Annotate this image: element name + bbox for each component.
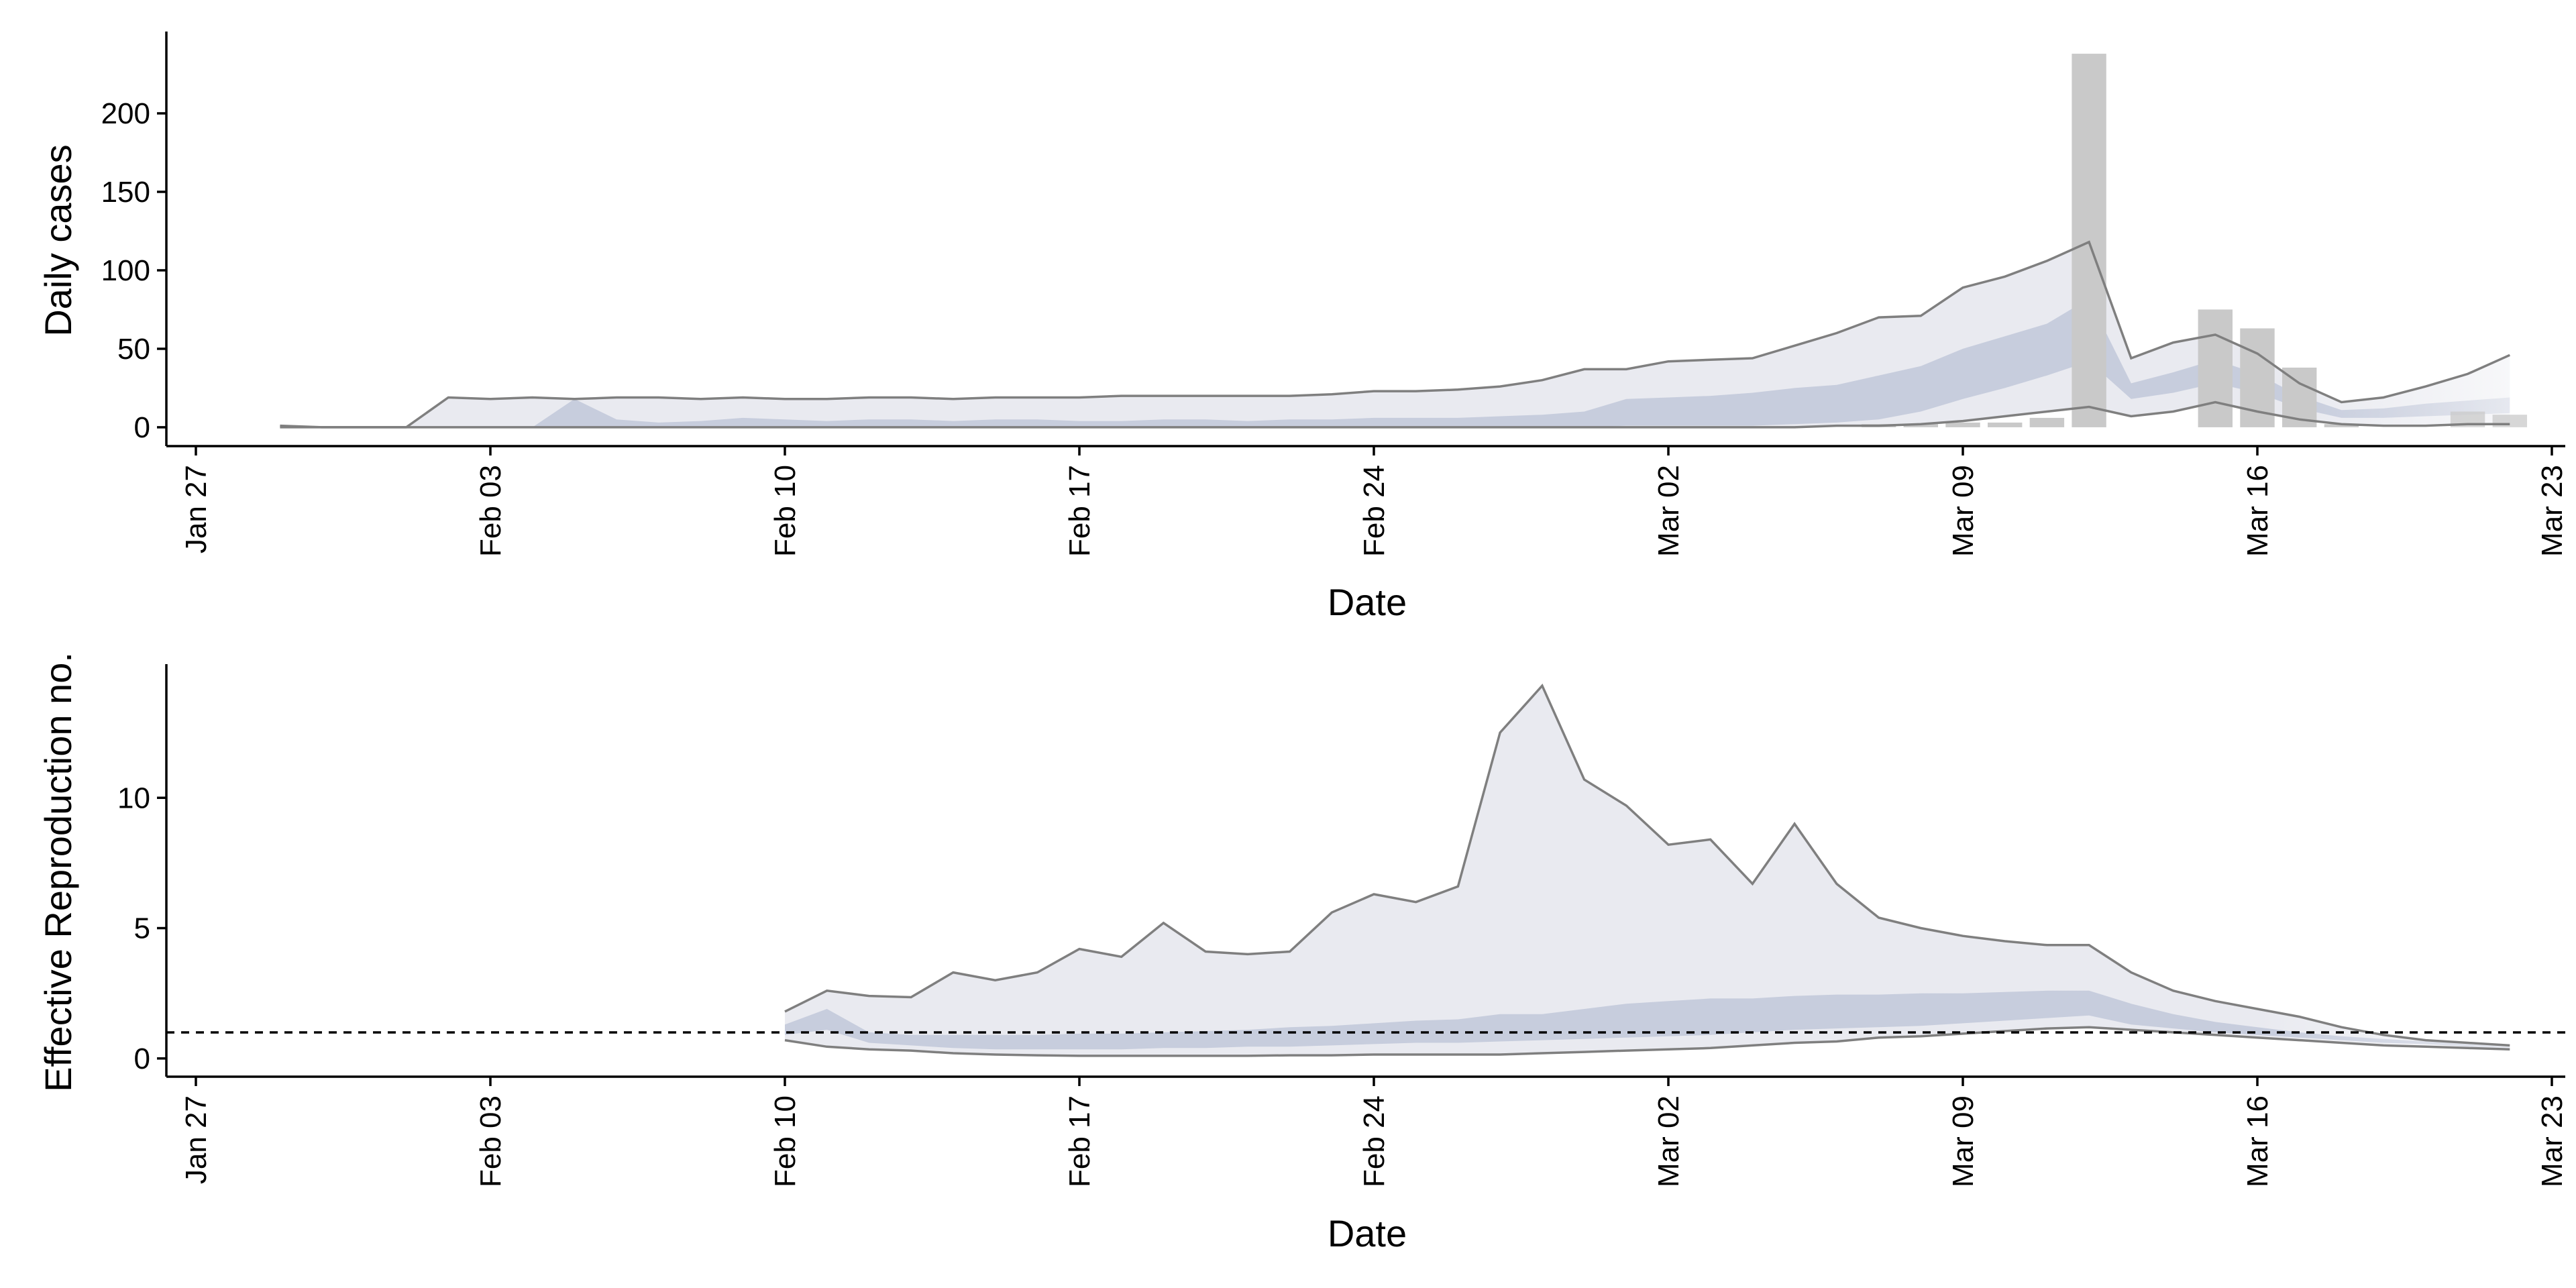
case-bar: [2072, 54, 2106, 427]
y-tick-label: 5: [134, 912, 150, 945]
x-tick-label: Feb 03: [474, 1095, 507, 1187]
y-tick-label: 10: [117, 782, 150, 814]
top-axes: 0 50 100 150 200 Jan 27 Feb 03 Feb 10 Feb 17 Feb …: [101, 32, 2569, 557]
x-tick-label: Mar 16: [2241, 1095, 2274, 1187]
upper-bound-line: [784, 684, 2510, 1047]
case-bar: [1903, 424, 1938, 427]
x-tick-label: Feb 03: [474, 465, 507, 557]
case-bar: [1945, 422, 1980, 427]
x-tick-label: Mar 09: [1947, 1095, 1980, 1187]
credible-band-90: [280, 241, 2510, 427]
top-bands: [280, 241, 2510, 427]
x-tick-label: Mar 23: [2536, 465, 2569, 557]
lower-bound-line: [784, 1026, 2510, 1057]
bottom-y-axis-title: Effective Reproduction no.: [37, 652, 79, 1092]
bottom-axes: 0 5 10 Jan 27 Feb 03 Feb 10 Feb 17 Feb 24 Mar 02…: [117, 664, 2569, 1187]
case-bar: [2198, 309, 2233, 427]
x-tick-label: Mar 16: [2241, 465, 2274, 557]
upper-bound-line: [280, 240, 2511, 429]
x-tick-label: Mar 09: [1947, 465, 1980, 557]
x-tick-label: Jan 27: [180, 1095, 213, 1184]
case-bar: [2492, 415, 2527, 427]
reproduction-number-panel: 0 5 10 Jan 27 Feb 03 Feb 10 Feb 17 Feb 24 Mar 02…: [37, 652, 2569, 1254]
bottom-bound-lines: [784, 684, 2510, 1057]
bottom-bands: [785, 686, 2510, 1056]
x-tick-label: Feb 10: [769, 465, 802, 557]
x-tick-label: Jan 27: [180, 465, 213, 553]
top-y-axis-title: Daily cases: [37, 144, 79, 336]
x-tick-label: Feb 24: [1358, 465, 1391, 557]
top-x-axis-title: Date: [1328, 581, 1407, 623]
x-tick-label: Mar 23: [2536, 1095, 2569, 1187]
case-bar: [2029, 417, 2065, 427]
credible-band-90: [785, 686, 2510, 1056]
y-tick-label: 0: [134, 411, 150, 444]
credible-band-50: [785, 990, 2510, 1050]
case-bar: [2324, 424, 2359, 427]
credible-band-50: [280, 299, 2510, 427]
y-tick-label: 150: [101, 176, 150, 209]
daily-cases-panel: 0 50 100 150 200 Jan 27 Feb 03 Feb 10 Feb 17 Feb …: [37, 32, 2569, 623]
x-tick-label: Feb 10: [769, 1095, 802, 1187]
x-tick-label: Feb 17: [1063, 1095, 1096, 1187]
top-bound-lines: [280, 240, 2511, 429]
x-tick-label: Mar 02: [1652, 1095, 1685, 1187]
y-tick-label: 100: [101, 254, 150, 287]
x-tick-label: Feb 24: [1358, 1095, 1391, 1187]
y-tick-label: 200: [101, 97, 150, 130]
x-tick-label: Mar 02: [1652, 465, 1685, 557]
case-bar: [1988, 422, 2023, 427]
x-tick-label: Feb 17: [1063, 465, 1096, 557]
y-tick-label: 50: [117, 333, 150, 366]
y-tick-label: 0: [134, 1042, 150, 1075]
lower-bound-line: [280, 400, 2510, 429]
bottom-x-axis-title: Date: [1328, 1212, 1407, 1254]
